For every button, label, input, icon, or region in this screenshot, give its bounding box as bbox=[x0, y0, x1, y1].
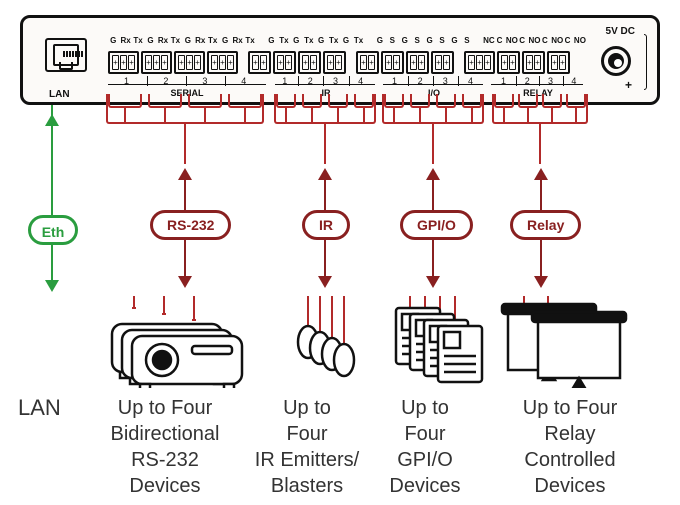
rear-panel: LAN 5V DC + GRxTxGRxTxGRxTxGRxTxGTxGTxGT… bbox=[20, 15, 660, 105]
pin-header-labels: GRxTxGRxTxGRxTxGRxTxGTxGTxGTxGTxGSGSGSGS… bbox=[108, 36, 584, 50]
rs232-stem-up bbox=[184, 178, 186, 210]
terminal-connectors bbox=[108, 51, 584, 74]
ir-underline bbox=[275, 84, 375, 85]
gpio-stem-up bbox=[432, 178, 434, 210]
relay-arrow-down bbox=[534, 276, 548, 288]
relay-underline bbox=[491, 84, 583, 85]
relay-stem-up bbox=[540, 178, 542, 210]
gpio-caption: Up toFourGPI/ODevices bbox=[370, 395, 480, 499]
relay-stem-down bbox=[540, 240, 542, 278]
ir-caption: Up toFourIR Emitters/Blasters bbox=[242, 395, 372, 499]
gpio-pill: GPI/O bbox=[400, 210, 473, 240]
lan-caption: LAN bbox=[18, 395, 61, 421]
eth-pill: Eth bbox=[28, 215, 78, 245]
serial-underline bbox=[108, 84, 266, 85]
ir-group-bracket bbox=[274, 94, 376, 124]
relay-caption: Up to FourRelayControlledDevices bbox=[490, 395, 650, 499]
io-underline bbox=[383, 84, 483, 85]
rs232-arrow-down bbox=[178, 276, 192, 288]
panel-right-arc bbox=[644, 34, 647, 90]
power-jack bbox=[601, 46, 631, 76]
rs232-stem-down bbox=[184, 240, 186, 278]
rs232-group-bracket bbox=[106, 94, 264, 124]
io-group-bracket bbox=[382, 94, 484, 124]
bracket-row bbox=[0, 94, 680, 130]
relay-pill: Relay bbox=[510, 210, 581, 240]
rs232-pill: RS-232 bbox=[150, 210, 231, 240]
ir-emitters-icon bbox=[292, 296, 362, 388]
ir-stem-down bbox=[324, 240, 326, 278]
screens-icon bbox=[498, 296, 648, 388]
gpio-arrow-down bbox=[426, 276, 440, 288]
gpio-stem-down bbox=[432, 240, 434, 278]
ir-stem-up bbox=[324, 178, 326, 210]
relay-group-bracket bbox=[492, 94, 588, 124]
power-label: 5V DC bbox=[606, 26, 635, 37]
eth-arrow-down bbox=[45, 280, 59, 292]
gpio-devices-icon bbox=[390, 296, 490, 388]
rs232-caption: Up to FourBidirectionalRS-232Devices bbox=[90, 395, 240, 499]
projectors-icon bbox=[104, 296, 254, 388]
power-polarity: + bbox=[625, 78, 632, 92]
ir-arrow-down bbox=[318, 276, 332, 288]
lan-port bbox=[45, 38, 87, 72]
ir-pill: IR bbox=[302, 210, 350, 240]
